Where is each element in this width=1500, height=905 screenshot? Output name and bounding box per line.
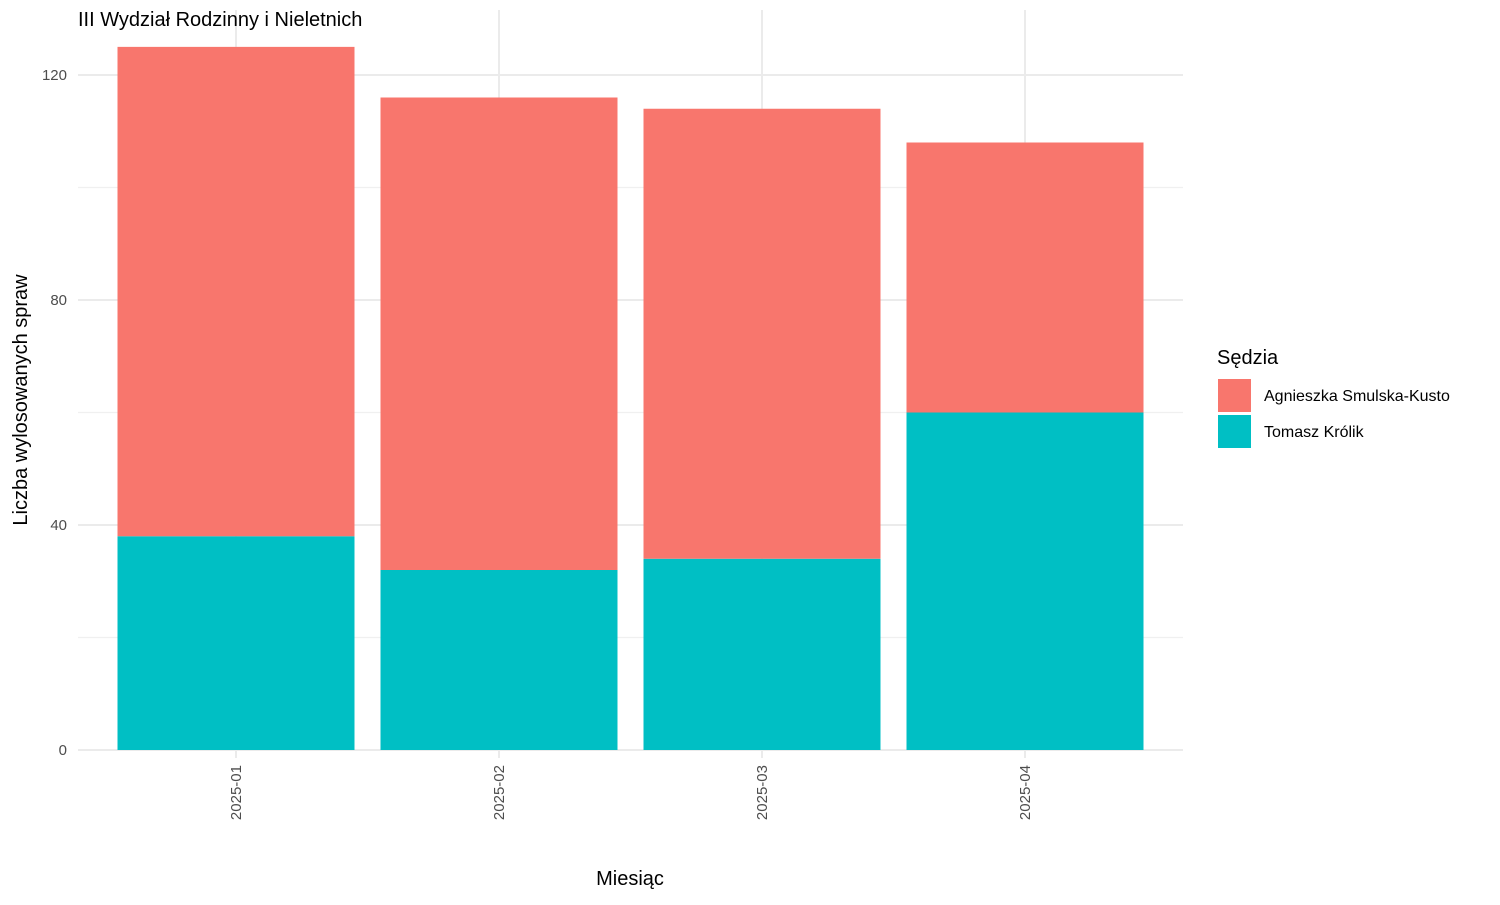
x-tick-label: 2025-02 [491,765,508,820]
x-axis-title: Miesiąc [596,868,664,890]
legend: Sędzia Agnieszka Smulska-Kusto Tomasz Kró… [1217,347,1450,448]
bar-segment [380,97,618,570]
bars [117,46,1144,750]
bar-segment [117,46,355,537]
y-tick-label: 0 [59,742,67,759]
x-tick-label: 2025-03 [754,765,771,820]
legend-key [1218,415,1251,448]
legend-key [1218,379,1251,412]
y-tick-label: 80 [50,292,67,309]
legend-title: Sędzia [1217,347,1279,369]
axes: 0 40 80 120 2025-01 2025-02 2025-03 2025-04 [42,67,1034,820]
bar-segment [643,108,881,559]
chart-title: III Wydział Rodzinny i Nieletnich [78,9,362,31]
x-tick-label: 2025-01 [228,765,245,820]
y-tick-label: 40 [50,517,67,534]
legend-label: Tomasz Królik [1264,424,1365,441]
bar-segment [906,412,1144,750]
bar-segment [380,570,618,750]
legend-label: Agnieszka Smulska-Kusto [1264,388,1450,405]
bar-segment [117,536,355,750]
y-axis-title: Liczba wylosowanych spraw [10,274,32,526]
bar-segment [643,558,881,750]
y-tick-label: 120 [42,67,67,84]
x-tick-label: 2025-04 [1017,765,1034,820]
bar-segment [906,142,1144,413]
